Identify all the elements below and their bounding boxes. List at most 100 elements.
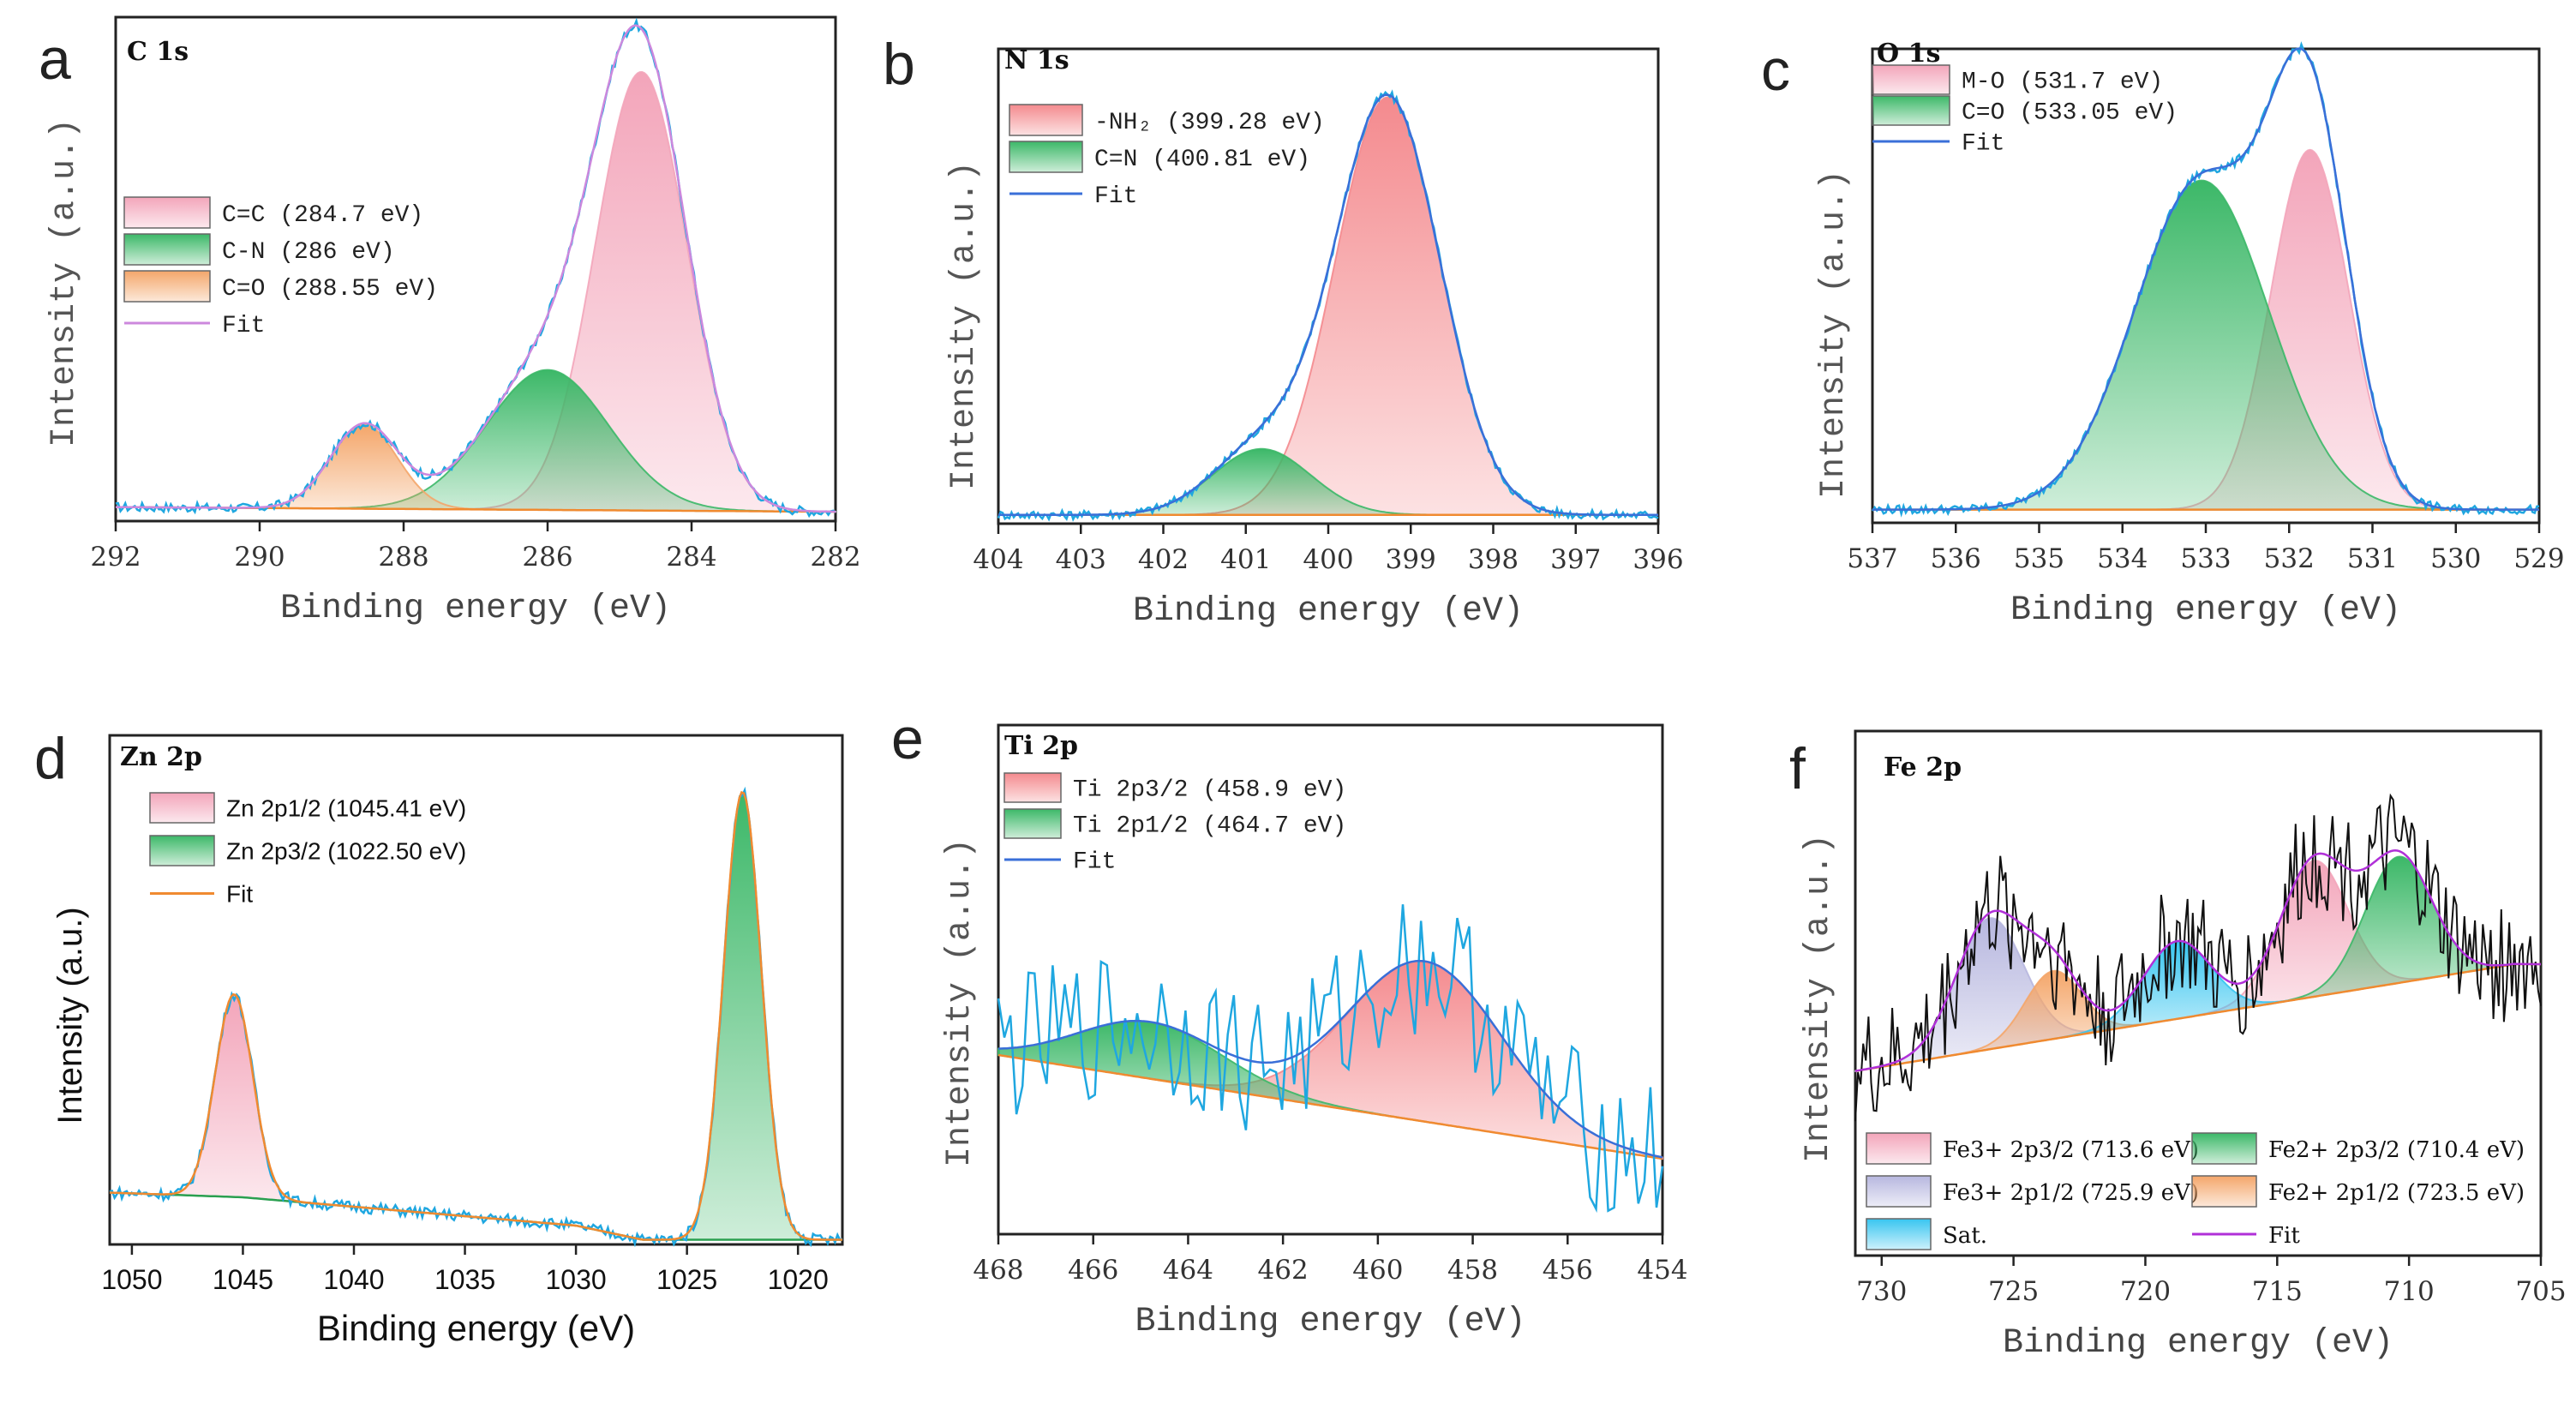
x-tick-label: 468 [973, 1255, 1023, 1286]
legend-label: Fit [2268, 1223, 2300, 1249]
x-axis-label: Binding energy (eV) [1133, 592, 1524, 631]
x-tick-label: 404 [973, 544, 1023, 575]
fit-line [1854, 849, 2541, 1072]
x-tick-label: 454 [1637, 1255, 1687, 1286]
legend-swatch-c-n-286-ev [123, 233, 211, 266]
x-axis-label: Binding energy (eV) [317, 1308, 635, 1348]
x-tick-label: 403 [1056, 544, 1106, 575]
panel-title: Zn 2p [120, 742, 202, 772]
plot-frame [1854, 729, 2543, 1257]
c1s-panel: 292 290 288 286 284 282 Binding energy (eV) Int… [45, 15, 861, 628]
x-tick-label: 715 [2252, 1276, 2303, 1307]
x-tick-label: 284 [666, 542, 716, 573]
legend-label: Ti 2p1/2 (464.7 eV) [1073, 813, 1346, 840]
x-axis-label: Binding energy (eV) [280, 590, 671, 628]
legend-swatch-c-n-400-81-ev [1009, 141, 1083, 173]
legend-label: Fit [226, 880, 253, 907]
legend-label: Fit [1073, 849, 1116, 876]
x-tick-label: 534 [2097, 543, 2148, 574]
x-tick-label: 462 [1258, 1255, 1309, 1286]
legend-swatch-zn-2p1-2-1045-41-ev [149, 792, 215, 824]
zn2p-panel: 1050 1045 1040 1035 1030 1025 1020 Binding ener… [51, 734, 844, 1348]
x-tick-label: 282 [810, 542, 860, 573]
fit-line [997, 959, 1663, 1159]
x-tick-label: 705 [2515, 1276, 2566, 1307]
y-axis-label: Intensity (a.u.) [45, 118, 84, 447]
x-tick-label: 536 [1931, 543, 1981, 574]
legend-swatch-fe2-2p3-2-710-4-ev [2191, 1132, 2257, 1165]
y-axis-label: Intensity (a.u.) [1815, 170, 1854, 499]
legend-swatch-m-o-531-7-ev [1872, 64, 1950, 95]
background-line [1854, 962, 2541, 1072]
x-tick-label: 290 [234, 542, 285, 573]
panel-letter-f: f [1789, 736, 1806, 801]
legend-label: Zn 2p3/2 (1022.50 eV) [226, 837, 466, 864]
x-tick-label: 397 [1550, 544, 1601, 575]
legend-label: -NH₂ (399.28 eV) [1094, 110, 1325, 136]
fit-line [1872, 47, 2539, 511]
x-tick-label: 286 [522, 542, 572, 573]
panel-letter-d: d [34, 726, 67, 791]
x-tick-label: 533 [2180, 543, 2231, 574]
legend-label: C=C (284.7 eV) [222, 202, 423, 229]
legend-label: Sat. [1943, 1223, 1987, 1249]
panel-letter-a: a [39, 27, 71, 92]
x-tick-label: 1050 [101, 1264, 162, 1295]
x-tick-label: 464 [1163, 1255, 1213, 1286]
legend-label: Fe3+ 2p1/2 (725.9 eV) [1943, 1180, 2199, 1206]
x-tick-label: 1035 [434, 1264, 495, 1295]
x-tick-label: 460 [1352, 1255, 1403, 1286]
x-tick-label: 529 [2513, 543, 2564, 574]
legend-label: C=N (400.81 eV) [1094, 147, 1310, 173]
legend-swatch-c-o-533-05-ev [1872, 95, 1950, 126]
panel-title: Fe 2p [1884, 752, 1962, 782]
legend-label: Fe2+ 2p3/2 (710.4 eV) [2268, 1137, 2525, 1163]
legend-swatch-zn-2p3-2-1022-50-ev [149, 835, 215, 866]
fit-line [116, 24, 836, 513]
o1s-panel: 537 536 535 534 533 532 531 530 529 Binding energ… [1815, 39, 2565, 630]
x-tick-label: 458 [1447, 1255, 1498, 1286]
legend-label: Fe3+ 2p3/2 (713.6 eV) [1943, 1137, 2199, 1163]
n1s-panel: 404 403 402 401 400 399 398 397 396 Binding energ… [945, 45, 1684, 631]
plot-frame [997, 723, 1664, 1236]
legend: C=C (284.7 eV) C-N (286 eV) C=O (288.55 eV… [123, 196, 438, 339]
x-tick-label: 402 [1138, 544, 1189, 575]
x-tick-label: 725 [1988, 1276, 2039, 1307]
x-tick-label: 400 [1303, 544, 1353, 575]
panel-letter-c: c [1761, 38, 1790, 103]
legend-swatch-sat [1866, 1218, 1932, 1250]
peak-zn-2p1-2-1045-41-ev [151, 993, 319, 1205]
panel-title: N 1s [1004, 45, 1069, 75]
x-tick-label: 531 [2347, 543, 2398, 574]
x-tick-label: 396 [1632, 544, 1683, 575]
fit-line [998, 93, 1658, 516]
legend-label: Fit [1962, 131, 2004, 158]
legend-swatch-fe3-2p1-2-725-9-ev [1866, 1175, 1932, 1208]
fit-line [109, 790, 842, 1241]
panel-title: C 1s [127, 37, 189, 67]
x-tick-label: 1020 [768, 1264, 829, 1295]
legend-label: M-O (531.7 eV) [1962, 69, 2163, 96]
legend: Fe3+ 2p3/2 (713.6 eV) Fe2+ 2p3/2 (710.4 e… [1866, 1132, 2525, 1250]
legend-label: Fe2+ 2p1/2 (723.5 eV) [2268, 1180, 2525, 1206]
panel-letter-e: e [891, 706, 924, 771]
x-tick-label: 730 [1856, 1276, 1907, 1307]
legend: Ti 2p3/2 (458.9 eV) Ti 2p1/2 (464.7 eV) Fi… [1003, 772, 1346, 876]
y-axis-label: Intensity (a.u.) [945, 161, 984, 490]
x-tick-label: 1040 [323, 1264, 384, 1295]
legend-label: C-N (286 eV) [222, 239, 395, 266]
x-tick-label: 537 [1847, 543, 1897, 574]
x-tick-label: 1025 [656, 1264, 717, 1295]
panel-title: O 1s [1877, 39, 1940, 69]
legend-label: Fit [1094, 183, 1137, 210]
legend-swatch-fe3-2p3-2-713-6-ev [1866, 1132, 1932, 1165]
legend-swatch-nh-399-28-ev [1009, 104, 1083, 136]
x-tick-label: 398 [1468, 544, 1519, 575]
legend-label: Ti 2p3/2 (458.9 eV) [1073, 777, 1346, 804]
legend-swatch-c-c-284-7-ev [123, 196, 211, 229]
background-line [997, 1053, 1663, 1160]
x-tick-label: 535 [2014, 543, 2064, 574]
panel-letter-b: b [883, 32, 915, 97]
x-tick-label: 456 [1543, 1255, 1593, 1286]
